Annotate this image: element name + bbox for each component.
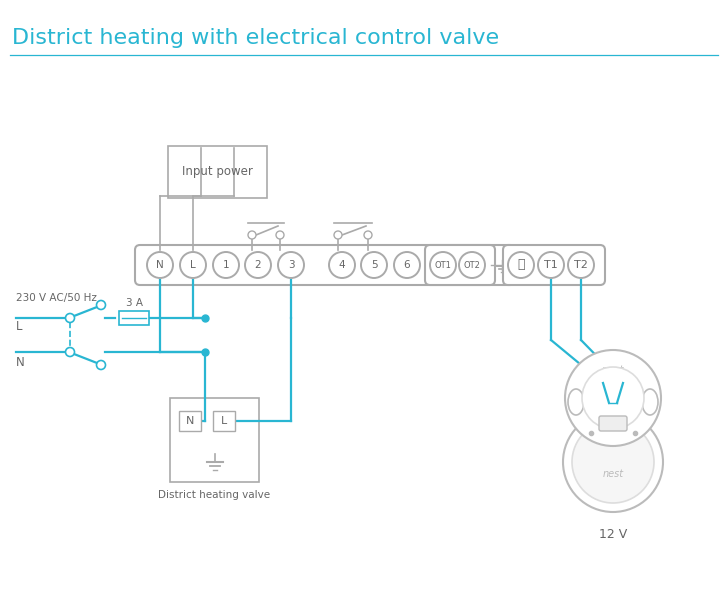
Text: District heating with electrical control valve: District heating with electrical control… — [12, 28, 499, 48]
Circle shape — [563, 412, 663, 512]
Text: 4: 4 — [339, 260, 345, 270]
Circle shape — [276, 231, 284, 239]
Text: L: L — [16, 320, 23, 333]
Circle shape — [245, 252, 271, 278]
Text: N: N — [16, 356, 25, 369]
Text: 230 V AC/50 Hz: 230 V AC/50 Hz — [16, 293, 97, 303]
Text: 5: 5 — [371, 260, 377, 270]
Circle shape — [430, 252, 456, 278]
Text: nest: nest — [603, 469, 624, 479]
Circle shape — [66, 347, 74, 356]
Circle shape — [180, 252, 206, 278]
Circle shape — [97, 301, 106, 309]
Circle shape — [572, 421, 654, 503]
FancyBboxPatch shape — [170, 398, 259, 482]
Text: 3: 3 — [288, 260, 294, 270]
Ellipse shape — [568, 389, 584, 415]
Text: 6: 6 — [404, 260, 411, 270]
Circle shape — [568, 252, 594, 278]
FancyBboxPatch shape — [599, 416, 627, 431]
FancyBboxPatch shape — [213, 411, 235, 431]
Circle shape — [147, 252, 173, 278]
Circle shape — [508, 252, 534, 278]
Circle shape — [334, 231, 342, 239]
Circle shape — [361, 252, 387, 278]
FancyBboxPatch shape — [179, 411, 201, 431]
Circle shape — [248, 231, 256, 239]
Text: nest: nest — [602, 365, 624, 375]
Circle shape — [213, 252, 239, 278]
Circle shape — [278, 252, 304, 278]
Circle shape — [565, 350, 661, 446]
FancyBboxPatch shape — [503, 245, 605, 285]
Text: ⏚: ⏚ — [518, 258, 525, 271]
Text: District heating valve: District heating valve — [159, 490, 271, 500]
Circle shape — [364, 231, 372, 239]
Text: L: L — [221, 416, 227, 426]
Circle shape — [394, 252, 420, 278]
Circle shape — [97, 361, 106, 369]
Text: N: N — [156, 260, 164, 270]
FancyBboxPatch shape — [135, 245, 515, 285]
Text: T1: T1 — [544, 260, 558, 270]
FancyBboxPatch shape — [119, 311, 149, 325]
Circle shape — [66, 314, 74, 323]
Text: N: N — [186, 416, 194, 426]
Circle shape — [329, 252, 355, 278]
Text: 1: 1 — [223, 260, 229, 270]
Circle shape — [582, 367, 644, 429]
Text: 3 A: 3 A — [125, 298, 143, 308]
FancyBboxPatch shape — [168, 146, 267, 198]
Text: 2: 2 — [255, 260, 261, 270]
FancyBboxPatch shape — [425, 245, 495, 285]
Text: L: L — [190, 260, 196, 270]
Text: OT1: OT1 — [435, 261, 451, 270]
Text: OT2: OT2 — [464, 261, 480, 270]
Ellipse shape — [642, 389, 658, 415]
Text: 12 V: 12 V — [599, 528, 627, 541]
Text: T2: T2 — [574, 260, 588, 270]
Circle shape — [538, 252, 564, 278]
Circle shape — [459, 252, 485, 278]
Text: Input power: Input power — [182, 166, 253, 179]
